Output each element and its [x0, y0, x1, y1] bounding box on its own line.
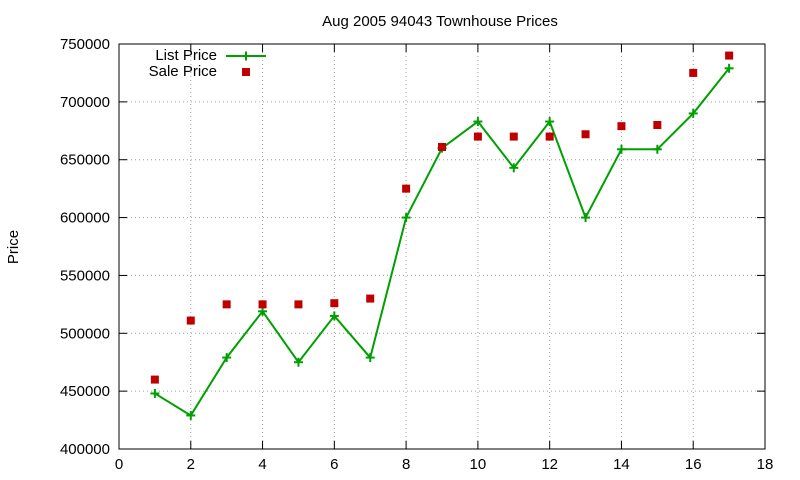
data-point	[724, 63, 734, 73]
data-point	[652, 144, 662, 154]
legend-label: Sale Price	[149, 63, 217, 80]
y-tick-label: 600000	[60, 210, 110, 227]
data-point	[689, 68, 698, 77]
data-point	[258, 300, 267, 309]
data-point	[725, 51, 734, 60]
plot-frame	[118, 43, 766, 450]
legend-marker	[242, 68, 250, 76]
data-point	[473, 132, 482, 141]
x-tick-label: 14	[613, 456, 630, 473]
data-point	[688, 108, 698, 118]
axis-ticks: 0 2 4 6 8 10 12 14 16 18 400000 450000 500000 550000 6…	[60, 36, 773, 473]
data-point	[401, 213, 411, 223]
data-point	[545, 117, 555, 127]
series-list-price	[150, 63, 734, 420]
legend-marker	[241, 51, 251, 61]
x-tick-label: 2	[187, 456, 195, 473]
y-tick-label: 700000	[60, 94, 110, 111]
chart-title: Aug 2005 94043 Townhouse Prices	[322, 13, 558, 30]
data-point	[329, 311, 339, 321]
data-point	[473, 117, 483, 127]
data-point	[438, 142, 446, 151]
data-point	[616, 144, 626, 154]
x-tick-label: 12	[541, 456, 558, 473]
y-tick-label: 400000	[60, 441, 110, 458]
data-point	[509, 163, 519, 173]
x-tick-label: 4	[258, 456, 266, 473]
x-tick-label: 8	[402, 456, 410, 473]
series-layer	[150, 51, 734, 420]
data-point	[222, 300, 231, 309]
y-axis-label: Price	[5, 230, 22, 264]
data-point	[186, 316, 195, 325]
data-point	[186, 410, 196, 420]
x-tick-label: 10	[470, 456, 487, 473]
data-point	[150, 375, 159, 384]
data-point	[509, 132, 518, 141]
data-point	[366, 294, 375, 303]
series-sale-price	[150, 51, 734, 384]
data-point	[581, 213, 591, 223]
data-point	[545, 132, 554, 141]
data-point	[653, 121, 662, 129]
plot-border	[118, 43, 766, 450]
y-tick-label: 450000	[60, 383, 110, 400]
y-tick-label: 750000	[60, 36, 110, 53]
data-point	[294, 300, 303, 309]
series-line	[154, 67, 730, 417]
grid	[119, 44, 765, 449]
x-tick-label: 16	[685, 456, 702, 473]
data-point	[222, 353, 232, 363]
x-tick-label: 0	[115, 456, 123, 473]
data-point	[365, 353, 375, 363]
data-point	[293, 357, 303, 367]
data-point	[330, 299, 339, 308]
x-tick-label: 18	[757, 456, 774, 473]
x-tick-label: 6	[330, 456, 338, 473]
data-point	[402, 184, 411, 193]
legend-label: List Price	[155, 47, 217, 64]
data-point	[581, 130, 590, 139]
data-point	[617, 122, 626, 131]
y-tick-label: 500000	[60, 325, 110, 342]
data-point	[150, 388, 160, 398]
y-tick-label: 650000	[60, 152, 110, 169]
y-tick-label: 550000	[60, 267, 110, 284]
